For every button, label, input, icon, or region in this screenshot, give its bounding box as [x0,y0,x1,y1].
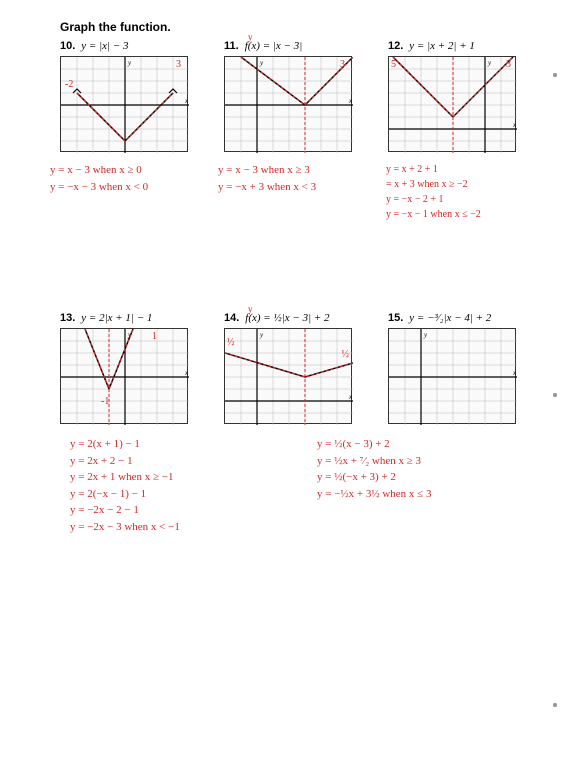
graph-10: x y 3 -2 [60,56,188,152]
graph-14: x y ½ ½ [224,328,352,424]
graph-12: x y 3 5 [388,56,516,152]
spiral-hole [550,390,560,400]
red-annotation: 3 [506,59,511,70]
red-annotation: ½ [227,337,235,348]
red-annotation: ½ [342,349,350,360]
problem-11: 11.f(x) = |x − 3| y x y 3 [224,40,370,152]
graph-15: x y [388,328,516,424]
svg-text:x: x [512,369,517,377]
svg-text:x: x [348,97,353,105]
problem-12: 12.y = |x + 2| + 1 x y 3 5 [388,40,534,152]
graph-13: x y 1 -1 [60,328,188,424]
work-11: y = x − 3 when x ≥ 3 y = −x + 3 when x <… [218,162,366,222]
problem-label: 10.y = |x| − 3 [60,40,206,52]
svg-text:y: y [423,331,428,339]
worksheet-page: Graph the function. 10.y = |x| − 3 x y [0,0,564,555]
svg-text:x: x [184,97,189,105]
work-14: y = ½(x − 3) + 2 y = ½x + ⁷⁄₂ when x ≥ 3… [317,436,534,535]
problem-13: 13.y = 2|x + 1| − 1 x y 1 -1 [60,312,206,424]
problem-label: 12.y = |x + 2| + 1 [388,40,534,52]
red-annotation: -1 [101,396,109,407]
red-annotation: 5 [391,59,396,70]
problems-row-2: 13.y = 2|x + 1| − 1 x y 1 -1 [60,312,534,424]
problem-label: 11.f(x) = |x − 3| y [224,40,370,52]
handwriting-row-2: y = 2(x + 1) − 1 y = 2x + 2 − 1 y = 2x +… [60,432,534,535]
problem-label: 14.f(x) = ½|x − 3| + 2 y [224,312,370,324]
svg-text:y: y [127,59,132,67]
svg-text:x: x [348,393,353,401]
svg-text:x: x [512,121,517,129]
red-annotation: -2 [65,79,73,90]
svg-text:y: y [487,59,492,67]
red-annotation: 3 [176,59,181,70]
section-title: Graph the function. [60,20,534,34]
problem-15: 15.y = −³⁄₂|x − 4| + 2 x y [388,312,534,424]
spiral-hole [550,700,560,710]
red-override: y [248,32,253,42]
problem-label: 13.y = 2|x + 1| − 1 [60,312,206,324]
work-10: y = x − 3 when x ≥ 0 y = −x − 3 when x <… [50,162,198,222]
svg-text:y: y [259,59,264,67]
work-12: y = x + 2 + 1 = x + 3 when x ≥ −2 y = −x… [386,162,534,222]
problem-14: 14.f(x) = ½|x − 3| + 2 y x y [224,312,370,424]
red-annotation: 3 [340,59,345,70]
red-override: y [248,304,253,314]
red-annotation: 1 [152,331,157,342]
problem-10: 10.y = |x| − 3 x y [60,40,206,152]
spiral-hole [550,70,560,80]
handwriting-row-1: y = x − 3 when x ≥ 0 y = −x − 3 when x <… [40,158,534,222]
svg-text:y: y [259,331,264,339]
problem-label: 15.y = −³⁄₂|x − 4| + 2 [388,312,534,324]
graph-11: x y 3 [224,56,352,152]
svg-text:x: x [184,369,189,377]
problems-row-1: 10.y = |x| − 3 x y [60,40,534,152]
work-13: y = 2(x + 1) − 1 y = 2x + 2 − 1 y = 2x +… [70,436,287,535]
